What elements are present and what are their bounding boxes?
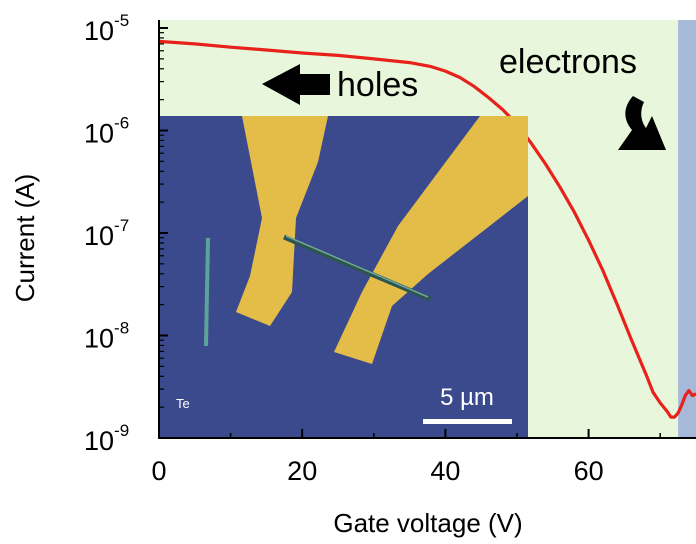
x-tick-label: 40 xyxy=(430,456,460,486)
x-tick-label: 20 xyxy=(287,456,317,486)
y-axis-label: Current (A) xyxy=(10,174,40,303)
electrons-label: electrons xyxy=(499,43,637,81)
left-arrow-icon xyxy=(262,64,330,105)
holes-label: holes xyxy=(337,66,418,104)
y-axis-ticks: 10-5 10-6 10-7 10-8 10-9 xyxy=(84,11,168,456)
scale-bar-label: 5 µm xyxy=(440,384,494,411)
sample-label: Te xyxy=(176,396,190,411)
curved-down-arrow-icon xyxy=(618,96,666,150)
plot-frame xyxy=(158,20,696,439)
x-axis-ticks: 0 20 40 60 xyxy=(151,429,661,486)
left-electrode xyxy=(236,116,328,326)
y-tick-label: 10-8 xyxy=(84,319,129,354)
electrons-region xyxy=(678,20,696,438)
nanowire-vertical xyxy=(204,237,210,347)
current-curve xyxy=(158,39,696,419)
nanowire-diagonal xyxy=(283,234,431,302)
y-tick-label: 10-6 xyxy=(84,114,129,149)
right-electrode xyxy=(334,116,528,364)
micrograph-inset: Te 5 µm xyxy=(159,116,528,438)
y-tick-label: 10-9 xyxy=(84,421,129,456)
y-tick-label: 10-5 xyxy=(84,11,129,46)
y-tick-label: 10-7 xyxy=(84,216,129,251)
x-axis-label: Gate voltage (V) xyxy=(333,508,522,538)
x-tick-label: 0 xyxy=(151,456,166,486)
scale-bar xyxy=(423,419,512,424)
x-tick-label: 60 xyxy=(574,456,604,486)
